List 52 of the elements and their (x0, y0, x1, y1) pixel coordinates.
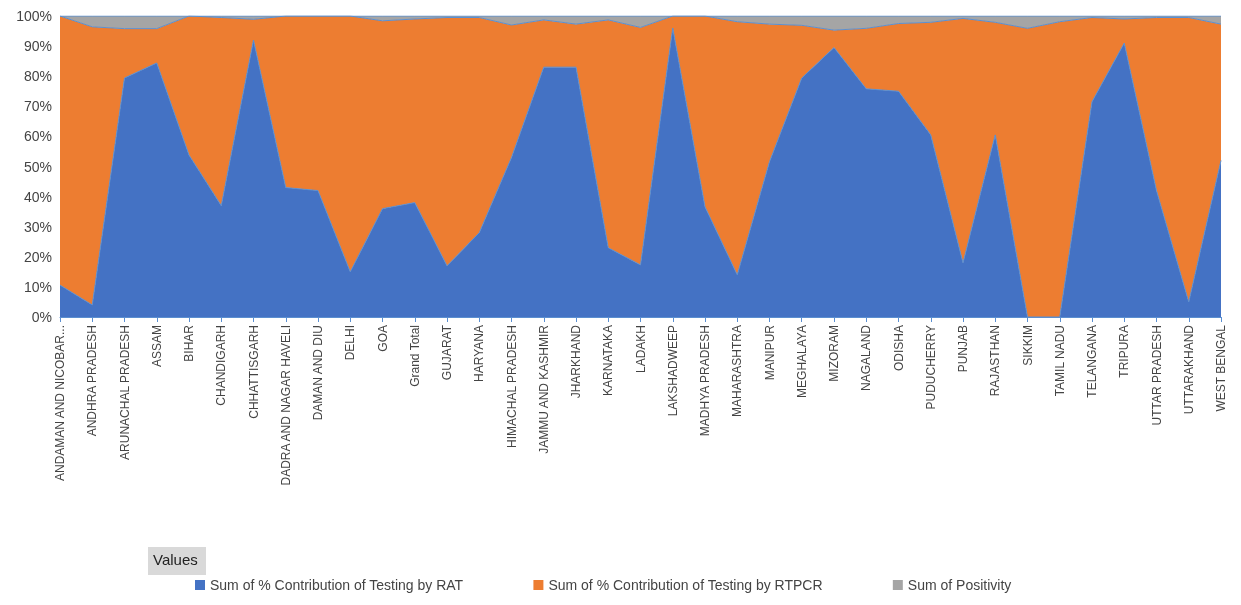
x-tick-label: UTTARAKHAND (1181, 324, 1196, 415)
x-tick-label: MANIPUR (762, 324, 777, 381)
x-tick-label: JHARKHAND (569, 324, 583, 399)
x-tick-label: DAMAN AND DIU (311, 325, 325, 421)
x-tick-label: ANDHRA PRADESH (85, 325, 100, 437)
x-tick-label: TELANGANA (1085, 325, 1099, 398)
x-tick-label: GOA (375, 325, 390, 352)
legend-label: Sum of Positivity (907, 577, 1012, 593)
y-tick-label: 60% (23, 128, 52, 145)
legend-label: Sum of % Contribution of Testing by RAT (210, 577, 464, 593)
x-tick-label: RAJASTHAN (988, 325, 1003, 397)
x-tick-label: NAGALAND (859, 324, 874, 392)
x-tick-label: ANDAMAN AND NICOBAR... (53, 325, 67, 482)
x-tick-label: MAHARASHTRA (730, 325, 745, 418)
x-tick-label: Grand Total (407, 325, 422, 387)
x-tick-label: LAKSHADWEEP (665, 325, 680, 417)
x-tick-label: DADRA AND NAGAR HAVELI (278, 325, 293, 486)
x-tick-label: MEGHALAYA (794, 325, 809, 398)
x-tick-label: BIHAR (182, 324, 196, 362)
x-tick-label: MADHYA PRADESH (698, 325, 712, 437)
x-tick-label: WEST BENGAL (1214, 324, 1228, 412)
x-tick-label: CHANDIGARH (214, 325, 229, 406)
legend-title: Values (153, 551, 198, 568)
x-tick-label: ODISHA (891, 325, 906, 372)
y-tick-label: 40% (23, 188, 52, 205)
x-tick-label: DELHI (343, 325, 358, 361)
x-tick-label: ARUNACHAL PRADESH (117, 325, 132, 460)
legend-label: Sum of % Contribution of Testing by RTPCR (548, 577, 823, 593)
x-tick-label: KARNATAKA (601, 325, 616, 396)
x-tick-label: HARYANA (472, 325, 487, 382)
y-tick-label: 10% (23, 278, 52, 295)
x-tick-label: TAMIL NADU (1052, 325, 1067, 397)
x-tick-label: CHHATTISGARH (246, 325, 261, 419)
y-tick-label: 70% (23, 98, 52, 115)
y-tick-label: 50% (23, 158, 52, 175)
x-tick-label: TRIPURA (1117, 325, 1132, 378)
y-tick-label: 80% (23, 68, 52, 85)
y-tick-label: 100% (16, 8, 52, 24)
x-tick-label: UTTAR PRADESH (1149, 325, 1164, 426)
x-tick-label: PUDUCHERRY (923, 325, 938, 410)
x-tick-label: PUNJAB (956, 325, 970, 373)
y-tick-label: 90% (23, 38, 52, 55)
x-tick-label: SIKKIM (1020, 325, 1035, 366)
x-tick-label: JAMMU AND KASHMIR (536, 324, 551, 454)
x-tick-label: HIMACHAL PRADESH (504, 325, 519, 448)
y-tick-label: 20% (23, 248, 52, 265)
x-tick-label: MIZORAM (827, 325, 841, 382)
x-tick-label: GUJARAT (440, 324, 454, 381)
y-tick-label: 30% (23, 218, 52, 235)
x-tick-label: ASSAM (149, 325, 164, 368)
y-tick-label: 0% (31, 309, 52, 325)
x-tick-label: LADAKH (633, 325, 648, 374)
